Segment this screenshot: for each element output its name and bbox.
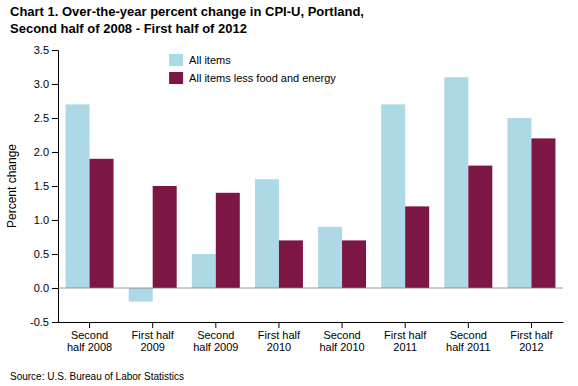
x-tick-label: Secondhalf 2011 [446,329,490,354]
y-tick [52,186,58,187]
bar [192,254,216,288]
bar [444,77,468,288]
y-tick-group: 2.0 [34,146,58,158]
bar [342,240,366,288]
y-tick [52,254,58,255]
y-tick-group: 2.5 [34,112,58,124]
bar [216,193,240,288]
x-tick [342,322,343,328]
x-tick-label: Secondhalf 2008 [67,329,112,354]
legend-swatch [169,72,183,84]
y-tick-group: 3.5 [34,44,58,56]
bar [507,118,531,288]
x-tick-label: Secondhalf 2009 [193,329,238,354]
y-tick-label: 0.5 [34,248,49,260]
y-tick-group: 1.0 [34,214,58,226]
y-tick-label: 2.0 [34,146,49,158]
bar [405,206,429,288]
x-tick-label: Secondhalf 2010 [319,329,364,354]
x-tick [278,322,279,328]
legend-swatch [169,54,183,66]
y-tick [52,84,58,85]
legend-item: All items [169,54,231,66]
bar [66,104,90,288]
y-tick [52,118,58,119]
y-tick-group: 3.0 [34,78,58,90]
x-tick-group: Secondhalf 2010 [319,322,364,353]
y-tick [52,220,58,221]
bar [255,179,279,288]
legend: All items All items less food and energy [169,54,336,84]
x-tick-group: First half2009 [132,322,175,353]
x-tick [468,322,469,328]
bar [531,138,555,288]
y-tick-label: 1.5 [34,180,49,192]
y-tick-group: 1.5 [34,180,58,192]
y-axis-line [52,51,59,323]
y-axis: -0.5 0.0 0.5 1.0 1.5 2.0 2.5 3.0 3.5 [30,44,58,328]
title: Chart 1. Over-the-year percent change in… [10,4,364,19]
y-tick [52,152,58,153]
y-tick [52,288,58,289]
y-tick-group: 0.5 [34,248,58,260]
x-tick [405,322,406,328]
x-tick [89,322,90,328]
y-tick-label: 2.5 [34,112,49,124]
x-tick [215,322,216,328]
x-axis-line [59,322,564,323]
x-tick-group: First half2012 [510,322,553,353]
legend-item: All items less food and energy [169,72,336,84]
x-tick-group: Secondhalf 2009 [193,322,238,353]
x-tick-label: First half2011 [384,329,427,354]
legend-label: All items [189,54,231,66]
x-tick-label: First half2009 [132,329,175,354]
x-tick-label: First half2010 [258,329,301,354]
y-axis-title: Percent change [5,144,19,228]
annotation: Source: U.S. Bureau of Labor Statistics [10,371,184,382]
y-tick [52,322,58,323]
subtitle: Second half of 2008 - First half of 2012 [10,21,247,36]
y-tick-label: -0.5 [30,316,49,328]
plot: -0.5 0.0 0.5 1.0 1.5 2.0 2.5 3.0 3.5 Secondhalf 2… [30,44,563,353]
y-tick-label: 0.0 [34,282,49,294]
baseline [58,288,563,289]
x-tick-label: First half2012 [510,329,553,354]
y-tick-group: 0.0 [34,282,58,294]
bars [66,77,556,301]
x-tick-group: Secondhalf 2008 [67,322,112,353]
y-tick-group: -0.5 [30,316,58,328]
x-tick-group: Secondhalf 2011 [446,322,490,353]
legend-label: All items less food and energy [189,72,336,84]
bar [279,240,303,288]
bar [318,227,342,288]
y-tick-label: 1.0 [34,214,49,226]
y-tick-label: 3.5 [34,44,49,56]
y-tick-label: 3.0 [34,78,49,90]
bar [468,166,492,288]
y-tick [52,50,58,51]
x-tick-group: First half2011 [384,322,427,353]
x-tick [531,322,532,328]
bar [381,104,405,288]
bar [90,159,114,288]
bar [129,288,153,302]
chart: Chart 1. Over-the-year percent change in… [0,0,578,386]
x-axis: Secondhalf 2008 First half2009 Secondhalf … [59,322,564,353]
x-tick [152,322,153,328]
bar [153,186,177,288]
x-tick-group: First half2010 [258,322,301,353]
